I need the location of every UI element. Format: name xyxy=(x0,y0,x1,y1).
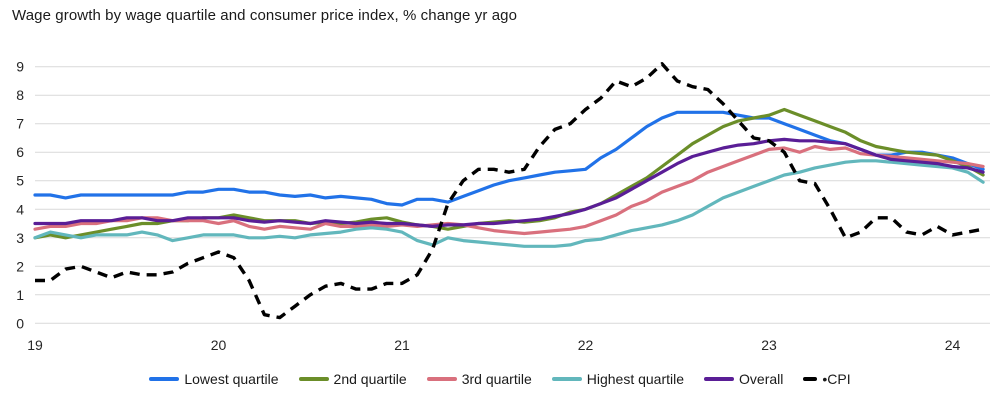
legend-label-2nd-quartile: 2nd quartile xyxy=(333,371,407,387)
legend-label-3rd-quartile: 3rd quartile xyxy=(461,371,532,387)
y-axis-tick-label: 1 xyxy=(16,287,24,303)
y-axis-tick-label: 8 xyxy=(16,87,24,103)
chart-title: Wage growth by wage quartile and consume… xyxy=(12,7,518,24)
y-axis-tick-label: 3 xyxy=(16,230,24,246)
series-line-cpi xyxy=(35,62,984,320)
legend-swatch-cpi xyxy=(803,376,818,382)
x-axis-tick-label: 19 xyxy=(27,337,43,353)
legend-label-highest-quartile: Highest quartile xyxy=(586,371,685,387)
series-line-3rd-quartile xyxy=(33,144,985,236)
legend-swatch-3rd-quartile xyxy=(426,376,457,382)
y-axis-tick-label: 9 xyxy=(16,59,24,75)
legend-item-overall: Overall xyxy=(704,371,783,387)
legend-swatch-overall xyxy=(704,376,735,382)
y-axis-tick-label: 6 xyxy=(16,144,24,160)
legend-item-cpi: •CPI xyxy=(803,371,851,387)
legend-label-cpi: •CPI xyxy=(822,371,851,387)
y-axis-tick-label: 2 xyxy=(16,258,24,274)
series-line-highest-quartile xyxy=(33,159,985,248)
y-axis-tick-label: 0 xyxy=(16,315,24,331)
x-axis-tick-label: 23 xyxy=(761,337,777,353)
x-axis-tick-label: 22 xyxy=(578,337,594,353)
y-axis-tick-label: 7 xyxy=(16,116,24,132)
legend-label-overall: Overall xyxy=(739,371,784,387)
legend-item-2nd-quartile: 2nd quartile xyxy=(298,371,407,387)
legend-label-lowest-quartile: Lowest quartile xyxy=(184,371,279,387)
x-axis-tick-label: 21 xyxy=(394,337,410,353)
y-axis-tick-label: 4 xyxy=(16,201,24,217)
series-line-overall xyxy=(33,137,985,228)
legend-item-lowest-quartile: Lowest quartile xyxy=(149,371,279,387)
legend-item-3rd-quartile: 3rd quartile xyxy=(426,371,532,387)
legend-swatch-highest-quartile xyxy=(551,376,582,382)
legend-item-highest-quartile: Highest quartile xyxy=(551,371,685,387)
legend-swatch-lowest-quartile xyxy=(149,376,180,382)
chart-legend: Lowest quartile 2nd quartile 3rd quartile H… xyxy=(0,366,1000,392)
x-axis-tick-label: 20 xyxy=(211,337,227,353)
legend-swatch-2nd-quartile xyxy=(298,376,329,382)
y-axis-tick-label: 5 xyxy=(16,173,24,189)
series-line-lowest-quartile xyxy=(33,110,985,207)
x-axis-tick-label: 24 xyxy=(945,337,961,353)
